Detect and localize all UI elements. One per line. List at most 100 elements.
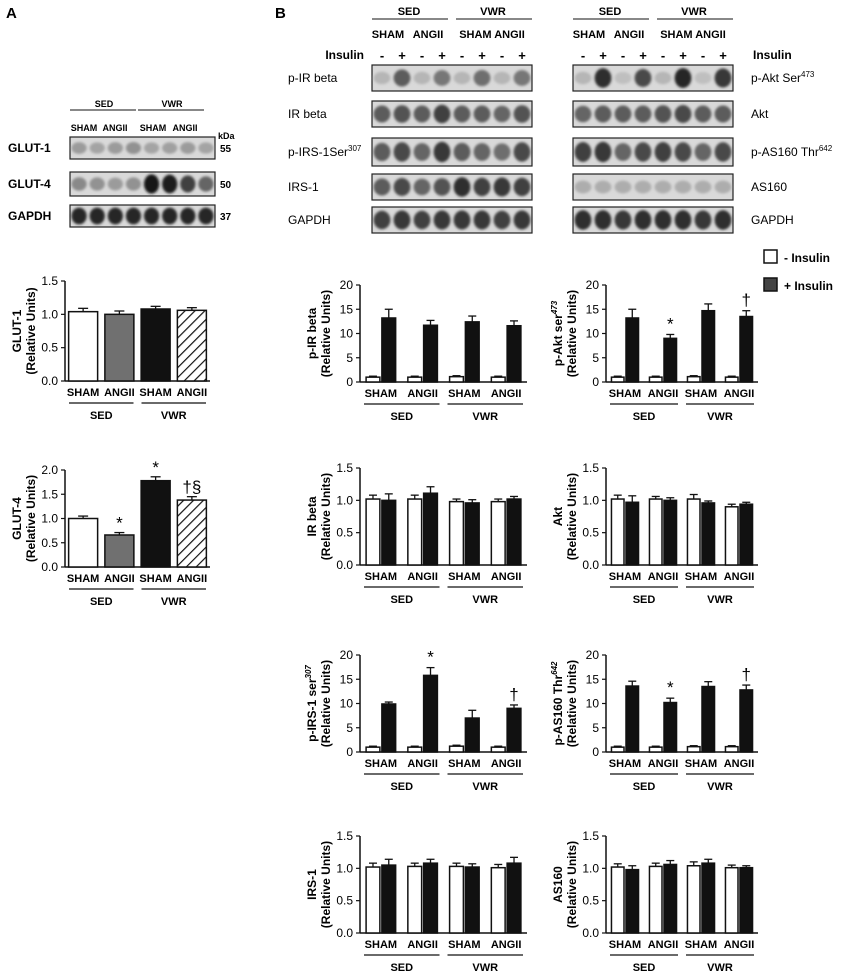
x-tick-label: ANGII bbox=[407, 939, 438, 951]
chart-irbeta: 0.0 0.5 1.0 1.5 IR beta (Relative Units) SHAM A… bbox=[305, 461, 527, 606]
bar bbox=[701, 685, 716, 753]
y-axis-label: p-IR beta bbox=[305, 308, 319, 360]
bar bbox=[365, 746, 381, 753]
blot-band bbox=[674, 105, 692, 123]
y-axis-label-units: (Relative Units) bbox=[565, 841, 579, 928]
y-tick-label: 0.0 bbox=[336, 926, 353, 940]
blot-group-label: SED bbox=[599, 6, 622, 18]
blot-band bbox=[694, 143, 712, 161]
blot-band bbox=[433, 104, 451, 124]
insulin-sign: - bbox=[581, 48, 585, 63]
blot-band bbox=[513, 177, 531, 197]
blot-group-label: SED bbox=[95, 99, 114, 109]
group-label: VWR bbox=[472, 962, 498, 974]
bar bbox=[104, 534, 135, 568]
blot-band bbox=[594, 68, 612, 88]
blot-row-label: p-AS160 Thr642 bbox=[751, 144, 833, 159]
blot-band bbox=[433, 178, 451, 196]
blot-band bbox=[654, 210, 672, 230]
blot-band bbox=[162, 207, 178, 225]
blot-lane-label: ANGII bbox=[102, 123, 127, 133]
blot-row-label: GLUT-4 bbox=[8, 177, 51, 191]
bar bbox=[176, 499, 208, 568]
blot-row-label: IR beta bbox=[288, 107, 327, 121]
bar bbox=[140, 308, 171, 382]
insulin-sign: + bbox=[438, 48, 446, 63]
blot-band bbox=[614, 180, 632, 194]
blot-row-label: p-IRS-1Ser307 bbox=[288, 144, 362, 159]
y-axis-label-units: (Relative Units) bbox=[565, 473, 579, 560]
blot-band bbox=[453, 105, 471, 123]
x-tick-label: SHAM bbox=[448, 571, 480, 583]
blot-row-label: p-Akt Ser473 bbox=[751, 70, 815, 85]
insulin-sign: + bbox=[679, 48, 687, 63]
blot-band bbox=[674, 210, 692, 230]
bar bbox=[686, 745, 701, 753]
blot-band bbox=[373, 178, 391, 196]
group-label: SED bbox=[633, 781, 656, 793]
blot-band bbox=[634, 69, 652, 87]
bar bbox=[663, 863, 678, 934]
y-tick-label: 1.0 bbox=[336, 861, 353, 875]
y-tick-label: 0.0 bbox=[582, 558, 599, 572]
bar bbox=[610, 866, 625, 934]
blot-band bbox=[694, 180, 712, 194]
panel-label-b: B bbox=[275, 5, 286, 22]
group-label: VWR bbox=[472, 594, 498, 606]
y-tick-label: 1.5 bbox=[41, 274, 58, 288]
blot-band bbox=[71, 177, 87, 191]
blot-band bbox=[162, 174, 178, 194]
x-tick-label: SHAM bbox=[685, 758, 717, 770]
blot-band bbox=[125, 207, 142, 225]
group-label: SED bbox=[633, 411, 656, 423]
blot-band bbox=[453, 142, 471, 162]
blot-band bbox=[714, 142, 732, 162]
group-label: SED bbox=[633, 594, 656, 606]
y-axis-label-units: (Relative Units) bbox=[24, 287, 38, 374]
blot-band bbox=[714, 210, 732, 230]
bar bbox=[381, 317, 397, 383]
blot-row-label: IRS-1 bbox=[288, 180, 319, 194]
blot-band bbox=[634, 210, 652, 230]
bar bbox=[422, 862, 439, 934]
blot-band bbox=[453, 177, 471, 197]
bar bbox=[686, 498, 701, 566]
x-tick-label: ANGII bbox=[724, 939, 755, 951]
x-tick-label: ANGII bbox=[724, 758, 755, 770]
blot-band bbox=[594, 141, 612, 163]
blot-row-label: p-IR beta bbox=[288, 71, 338, 85]
blot-group-label: VWR bbox=[681, 6, 707, 18]
bar bbox=[648, 746, 663, 753]
bar bbox=[464, 717, 480, 753]
x-tick-label: ANGII bbox=[724, 571, 755, 583]
chart-pakt: 0 5 10 15 20 p-Akt ser473 (Relative Units) * † SH… bbox=[550, 278, 758, 423]
y-axis-label-units: (Relative Units) bbox=[319, 290, 333, 377]
blot-band bbox=[714, 68, 732, 88]
x-tick-label: SHAM bbox=[609, 571, 641, 583]
insulin-sign: - bbox=[380, 48, 384, 63]
insulin-sign: + bbox=[599, 48, 607, 63]
chart-pirbeta: 0 5 10 15 20 p-IR beta (Relative Units) SHAM ANG… bbox=[305, 278, 527, 423]
x-tick-label: ANGII bbox=[104, 387, 135, 399]
blot-band bbox=[574, 142, 592, 162]
bar bbox=[464, 321, 480, 383]
bar bbox=[365, 498, 381, 566]
x-tick-label: SHAM bbox=[685, 571, 717, 583]
blot-band bbox=[373, 142, 391, 162]
bar bbox=[448, 865, 465, 934]
y-tick-label: 1.5 bbox=[582, 461, 599, 475]
y-tick-label: 1.5 bbox=[336, 461, 353, 475]
blot-lane-label: SHAM bbox=[71, 123, 98, 133]
x-tick-label: ANGII bbox=[648, 758, 679, 770]
x-tick-label: ANGII bbox=[491, 758, 522, 770]
y-tick-label: 20 bbox=[340, 278, 354, 292]
blot-band bbox=[513, 210, 531, 230]
blot-band bbox=[694, 210, 712, 230]
blot-band bbox=[473, 105, 491, 123]
y-axis-label-units: (Relative Units) bbox=[319, 660, 333, 747]
bar bbox=[140, 479, 171, 568]
blot-band bbox=[107, 142, 123, 154]
y-tick-label: 10 bbox=[586, 697, 600, 711]
y-tick-label: 1.0 bbox=[41, 512, 58, 526]
